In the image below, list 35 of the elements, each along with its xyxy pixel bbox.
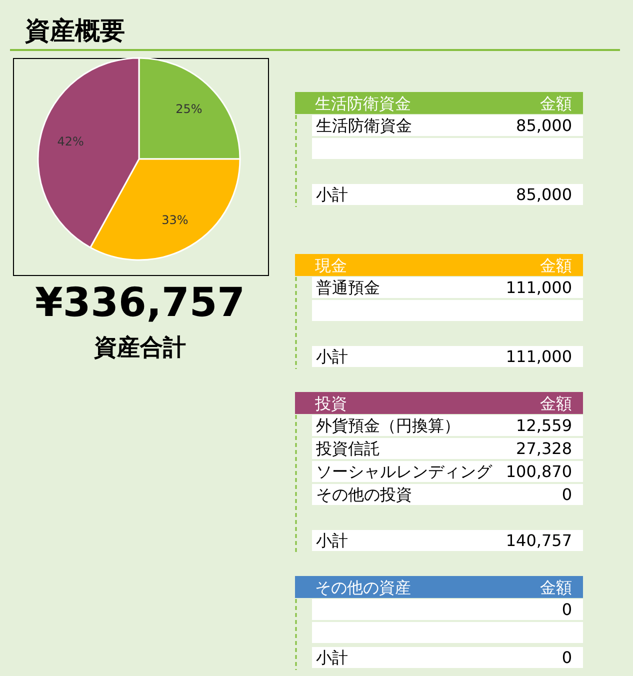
text: 85,000 (516, 185, 572, 204)
text: 金額 (540, 394, 572, 413)
text: 12,559 (516, 416, 572, 435)
text: 金額 (540, 256, 572, 275)
text: その他の資産 (315, 578, 411, 597)
text: 0 (562, 648, 572, 667)
text: 100,870 (506, 462, 572, 481)
text: 金額 (540, 578, 572, 597)
category-label: 小計 (316, 531, 348, 550)
text: 生活防衛資金 (315, 94, 411, 113)
category-label: ソーシャルレンディング (316, 462, 493, 481)
data-label: 33% (162, 213, 188, 228)
category-label: 小計 (316, 648, 348, 667)
category-label: 生活防衛資金 (316, 116, 412, 135)
text: ¥336,757 (34, 280, 246, 326)
text: 27,328 (516, 439, 572, 458)
chart-title: 資産概要 (24, 16, 125, 45)
text: 資産合計 (93, 334, 186, 361)
text: 111,000 (506, 347, 572, 366)
text: 0 (562, 600, 572, 619)
text: 140,757 (506, 531, 572, 550)
data-label: 25% (176, 102, 202, 116)
category-label: その他の投資 (316, 485, 412, 504)
text: 111,000 (506, 278, 572, 297)
category-label: 投資信託 (315, 439, 380, 458)
text: 現金 (315, 256, 347, 275)
category-label: 小計 (316, 185, 348, 204)
text: 0 (562, 485, 572, 504)
text: 金額 (540, 94, 572, 113)
text: 投資 (314, 394, 347, 413)
category-label: 小計 (316, 347, 348, 366)
category-label: 外貨預金（円換算） (316, 416, 460, 435)
text: 85,000 (516, 116, 572, 135)
category-label: 普通預金 (316, 278, 380, 297)
data-label: 42% (57, 134, 84, 149)
